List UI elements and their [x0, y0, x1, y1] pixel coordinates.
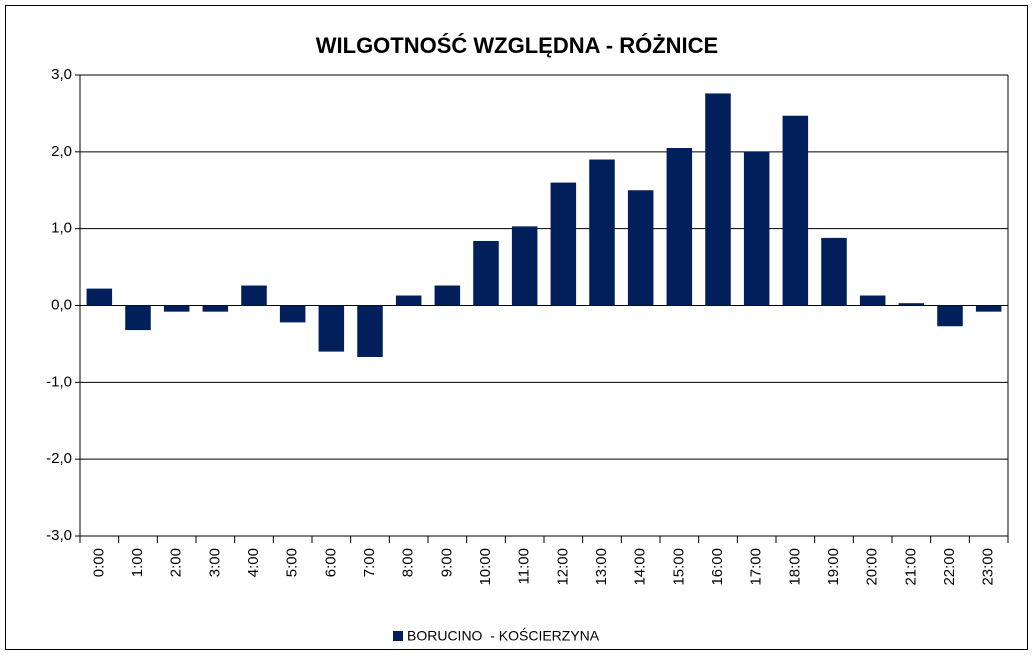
x-tick-label: 9:00	[438, 548, 455, 577]
x-tick-label: 16:00	[709, 548, 726, 586]
bar	[898, 303, 925, 306]
x-tick-label: 15:00	[670, 548, 687, 586]
x-tick-label: 8:00	[400, 548, 417, 577]
x-tick-label: 10:00	[477, 548, 494, 586]
x-tick-label: 20:00	[864, 548, 881, 586]
chart-title: WILGOTNOŚĆ WZGLĘDNA - RÓŻNICE	[316, 33, 718, 58]
bar	[318, 305, 345, 352]
x-tick-label: 22:00	[941, 548, 958, 586]
bar	[975, 305, 1002, 312]
bar	[743, 151, 770, 306]
y-tick-label: -1,0	[46, 373, 72, 390]
bar	[163, 305, 190, 312]
bar	[125, 305, 151, 331]
y-tick-label: 1,0	[51, 220, 72, 237]
x-tick-label: 11:00	[516, 548, 533, 584]
x-tick-label: 12:00	[554, 548, 571, 586]
x-tick-label: 5:00	[284, 548, 301, 577]
legend-label: BORUCINO - KOŚCIERZYNA	[407, 627, 600, 644]
chart-frame	[5, 5, 1028, 650]
x-tick-label: 14:00	[632, 548, 649, 586]
x-tick-label: 1:00	[129, 548, 146, 577]
bar	[705, 93, 731, 306]
bar	[821, 237, 847, 306]
bar	[782, 115, 809, 306]
y-tick-label: 0,0	[51, 296, 72, 313]
y-tick-label: 3,0	[51, 66, 72, 83]
bar	[434, 285, 461, 306]
bar	[627, 190, 654, 306]
x-tick-label: 13:00	[593, 548, 610, 586]
x-tick-label: 3:00	[206, 548, 223, 577]
legend-swatch	[393, 631, 403, 641]
x-tick-label: 2:00	[168, 548, 185, 577]
bar	[511, 226, 538, 306]
bar	[859, 295, 886, 306]
bar	[589, 159, 615, 306]
x-tick-label: 21:00	[902, 548, 919, 586]
bar	[86, 288, 113, 306]
bar	[666, 147, 693, 306]
x-tick-label: 4:00	[245, 548, 262, 577]
x-tick-label: 6:00	[322, 548, 339, 577]
bar	[241, 285, 267, 306]
x-tick-label: 19:00	[825, 548, 842, 586]
x-tick-label: 23:00	[980, 548, 997, 586]
bar	[279, 305, 306, 323]
x-tick-label: 17:00	[748, 548, 765, 586]
y-tick-label: -2,0	[46, 450, 72, 467]
bar	[937, 305, 963, 327]
bar	[550, 182, 577, 306]
bar	[395, 295, 422, 306]
x-tick-label: 7:00	[361, 548, 378, 577]
y-tick-label: -3,0	[46, 527, 72, 544]
y-tick-label: 2,0	[51, 143, 72, 160]
bar	[357, 305, 383, 357]
bar	[473, 240, 499, 306]
bar	[202, 305, 229, 312]
x-tick-label: 18:00	[786, 548, 803, 586]
x-tick-label: 0:00	[90, 548, 107, 577]
